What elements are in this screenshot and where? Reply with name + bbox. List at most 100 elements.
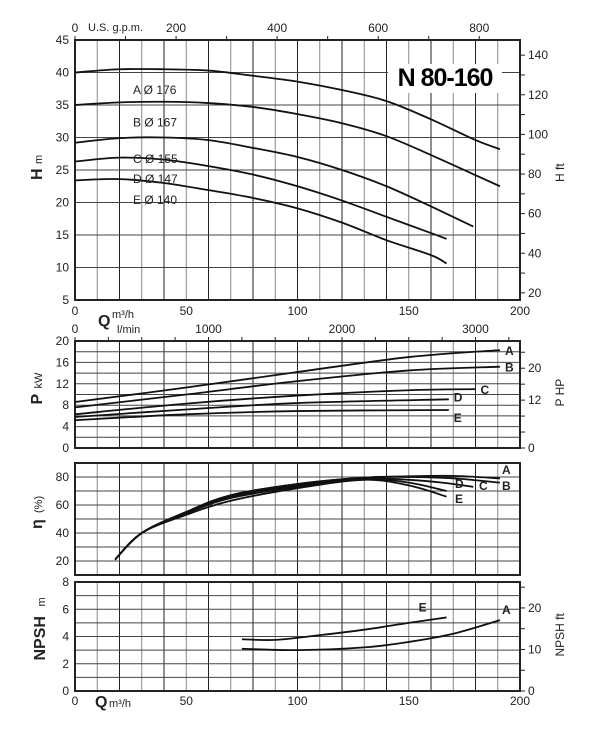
top-tick-label: 3000 (462, 322, 489, 336)
y-tick-label: 5 (62, 293, 69, 307)
y-tick-label: 12 (56, 377, 70, 391)
x-tick-label: 50 (180, 694, 194, 708)
y-tick-label: 4 (62, 630, 69, 644)
top-tick-label: 2000 (329, 322, 356, 336)
x-axis-unit: m³/h (112, 309, 134, 321)
curve-label-E: E (455, 492, 463, 506)
right-tick-label: 80 (528, 167, 542, 181)
y-axis-unit: (%) (33, 496, 45, 513)
right-tick-label: 0 (528, 684, 535, 698)
right-tick-label: 20 (528, 286, 542, 300)
x-tick-label: 0 (72, 694, 79, 708)
curve-label: E Ø 140 (133, 193, 177, 207)
curve-label: A Ø 176 (133, 83, 177, 97)
right-tick-label: 60 (528, 207, 542, 221)
x-axis-unit: m³/h (109, 698, 131, 710)
y-tick-label: 20 (56, 334, 70, 348)
x-tick-label: 200 (510, 694, 530, 708)
top-axis-label: U.S. g.p.m. (88, 22, 143, 34)
top-tick-label: 600 (368, 21, 388, 35)
plot-frame (74, 340, 521, 449)
y-tick-label: 40 (56, 66, 70, 80)
right-tick-label: 140 (528, 48, 548, 62)
plot-frame (74, 462, 521, 576)
right-tick-label: 20 (528, 361, 542, 375)
right-axis-label: P HP (553, 379, 567, 407)
x-axis-label: Q (98, 313, 110, 330)
y-tick-label: 45 (56, 33, 70, 47)
y-tick-label: 20 (56, 554, 70, 568)
y-axis-label: NPSH (32, 616, 49, 660)
top-tick-label: 0 (72, 322, 79, 336)
y-axis-unit: m (36, 597, 48, 606)
x-tick-label: 100 (287, 304, 307, 318)
curve-A (74, 68, 501, 151)
top-tick-label: 800 (469, 21, 489, 35)
curve-label-A: A (502, 603, 511, 617)
curve-D (74, 156, 447, 240)
top-tick-label: 0 (72, 21, 79, 35)
curve-label-A: A (505, 344, 514, 358)
curve-label-B: B (505, 361, 514, 375)
right-axis-label: NPSH ft (553, 612, 567, 656)
y-tick-label: 2 (62, 657, 69, 671)
curve-label-E: E (419, 600, 427, 614)
curve-B (74, 100, 501, 188)
y-tick-label: 25 (56, 163, 70, 177)
y-tick-label: 6 (62, 602, 69, 616)
plot-frame (74, 39, 521, 301)
x-tick-label: 150 (399, 694, 419, 708)
y-tick-label: 8 (62, 575, 69, 589)
y-tick-label: 60 (56, 498, 70, 512)
top-tick-label: 200 (166, 21, 186, 35)
curve-C (74, 388, 476, 416)
curve-label-A: A (502, 463, 511, 477)
curve-B (74, 365, 501, 409)
y-tick-label: 4 (62, 420, 69, 434)
x-tick-label: 150 (399, 304, 419, 318)
y-tick-label: 0 (62, 684, 69, 698)
plot-frame (74, 581, 521, 692)
curve-C (74, 136, 474, 228)
y-tick-label: 80 (56, 470, 70, 484)
x-axis-label: Q (95, 694, 107, 711)
y-axis-label: P (29, 394, 46, 405)
right-tick-label: 20 (528, 601, 542, 615)
top-tick-label: 400 (267, 21, 287, 35)
curve-label-D: D (454, 390, 463, 404)
right-tick-label: 40 (528, 246, 542, 260)
curve-label-C: C (481, 383, 490, 397)
y-axis-unit: kW (33, 372, 45, 389)
x-tick-label: 50 (180, 304, 194, 318)
curve-A (241, 619, 501, 652)
y-tick-label: 16 (56, 355, 70, 369)
curve-label-D: D (455, 477, 464, 491)
right-tick-label: 10 (528, 642, 542, 656)
y-tick-label: 10 (56, 261, 70, 275)
y-axis-unit: m (33, 155, 45, 164)
curve-A (74, 349, 501, 403)
x-tick-label: 100 (287, 694, 307, 708)
y-tick-label: 20 (56, 196, 70, 210)
curve-label-C: C (479, 479, 488, 493)
y-tick-label: 35 (56, 98, 70, 112)
right-tick-label: 100 (528, 127, 548, 141)
right-tick-label: 0 (528, 441, 535, 455)
y-tick-label: 0 (62, 441, 69, 455)
top-tick-label: 1000 (195, 322, 222, 336)
curve-E (114, 478, 447, 561)
curve-label-E: E (454, 411, 462, 425)
y-tick-label: 15 (56, 228, 70, 242)
curve-label: C Ø 155 (133, 152, 178, 166)
y-tick-label: 30 (56, 131, 70, 145)
right-tick-label: 120 (528, 88, 548, 102)
curve-label: B Ø 167 (133, 116, 177, 130)
curve-E (74, 409, 449, 422)
model-title: N 80-160 (388, 64, 502, 93)
x-tick-label: 200 (510, 304, 530, 318)
y-tick-label: 40 (56, 526, 70, 540)
curve-D (74, 398, 449, 418)
x-tick-label: 0 (72, 304, 79, 318)
